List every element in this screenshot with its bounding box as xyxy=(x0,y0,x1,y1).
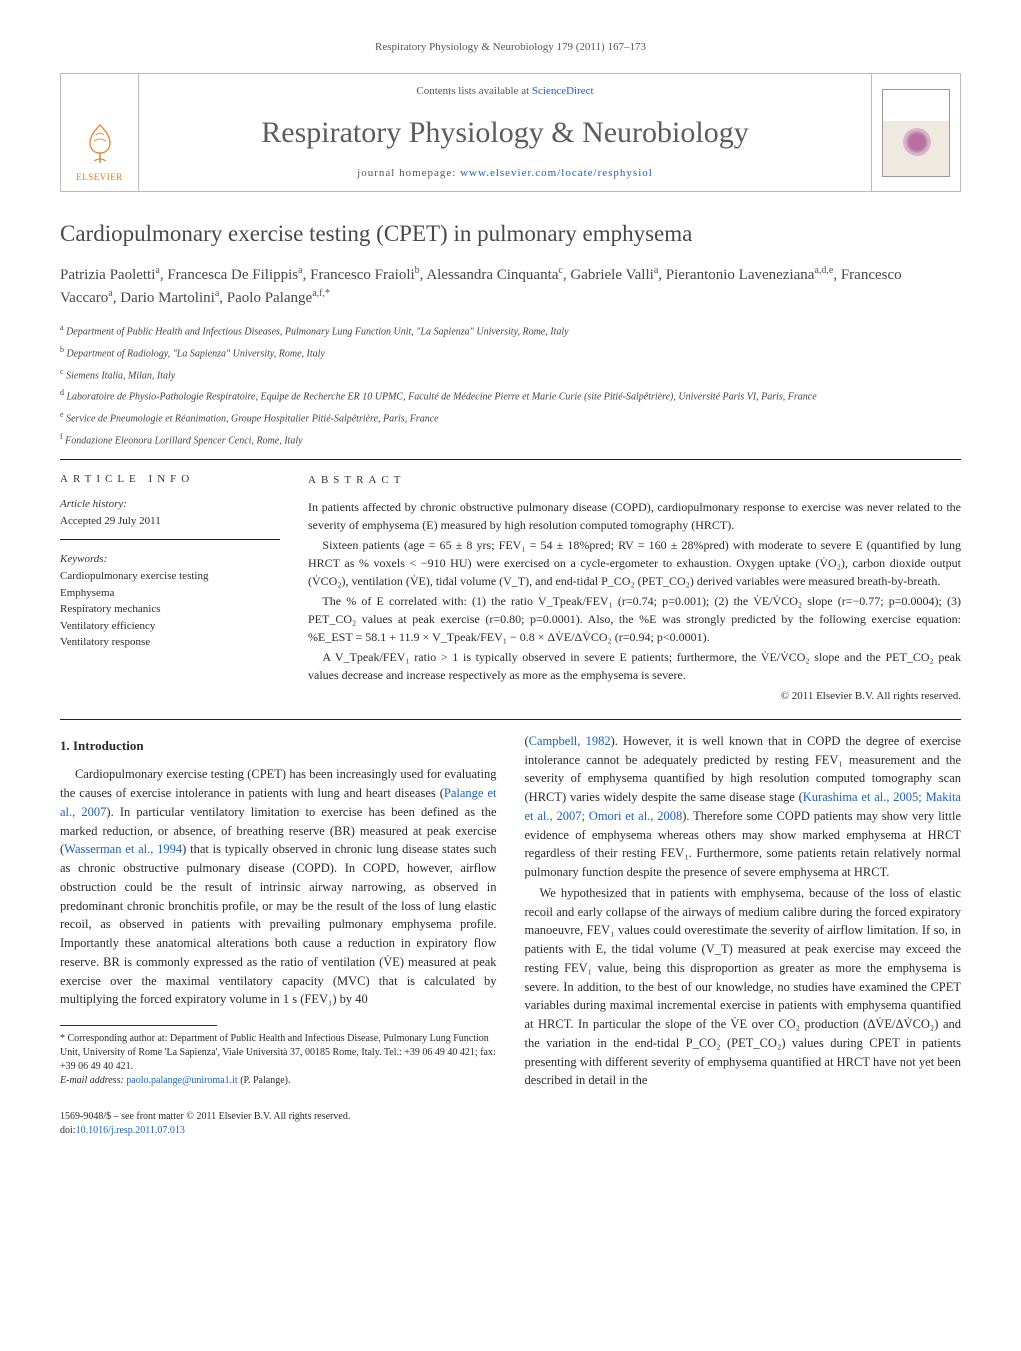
affiliation: c Siemens Italia, Milan, Italy xyxy=(60,366,961,384)
contents-available-line: Contents lists available at ScienceDirec… xyxy=(147,84,863,99)
keyword: Ventilatory efficiency xyxy=(60,618,280,635)
body-p1: Cardiopulmonary exercise testing (CPET) … xyxy=(60,765,497,1009)
email-line: E-mail address: paolo.palange@uniroma1.i… xyxy=(60,1074,497,1088)
journal-masthead: ELSEVIER Contents lists available at Sci… xyxy=(60,73,961,192)
keywords-label: Keywords: xyxy=(60,552,280,567)
article-info-col: article info Article history: Accepted 2… xyxy=(60,472,280,705)
history-accepted: Accepted 29 July 2011 xyxy=(60,514,280,529)
masthead-center: Contents lists available at ScienceDirec… xyxy=(139,74,872,191)
corresponding-author: * Corresponding author at: Department of… xyxy=(60,1032,497,1074)
elsevier-tree-icon xyxy=(76,119,124,167)
email-label: E-mail address: xyxy=(60,1075,126,1086)
article-title: Cardiopulmonary exercise testing (CPET) … xyxy=(60,220,961,249)
rule-bottom xyxy=(60,719,961,720)
keyword: Respiratory mechanics xyxy=(60,601,280,618)
keywords-block: Keywords: Cardiopulmonary exercise testi… xyxy=(60,552,280,661)
front-matter-line: 1569-9048/$ – see front matter © 2011 El… xyxy=(60,1110,350,1124)
cover-thumb-block xyxy=(872,74,960,191)
article-info-heading: article info xyxy=(60,472,280,487)
journal-title: Respiratory Physiology & Neurobiology xyxy=(147,112,863,154)
keyword: Cardiopulmonary exercise testing xyxy=(60,568,280,585)
body-p1-pre: Cardiopulmonary exercise testing (CPET) … xyxy=(60,767,497,800)
doi-link[interactable]: 10.1016/j.resp.2011.07.013 xyxy=(76,1125,185,1136)
info-abstract-row: article info Article history: Accepted 2… xyxy=(60,472,961,705)
citation-campbell-1982[interactable]: Campbell, 1982 xyxy=(529,734,611,748)
keywords-list: Cardiopulmonary exercise testingEmphysem… xyxy=(60,568,280,651)
author-email-link[interactable]: paolo.palange@uniroma1.it xyxy=(126,1075,237,1086)
abstract-p1: In patients affected by chronic obstruct… xyxy=(308,498,961,534)
citation-wasserman-1994[interactable]: Wasserman et al., 1994 xyxy=(64,842,182,856)
footer-left: 1569-9048/$ – see front matter © 2011 El… xyxy=(60,1110,350,1138)
running-head: Respiratory Physiology & Neurobiology 17… xyxy=(60,40,961,55)
page: Respiratory Physiology & Neurobiology 17… xyxy=(0,0,1021,1178)
history-label: Article history: xyxy=(60,497,280,512)
homepage-prefix: journal homepage: xyxy=(357,167,460,179)
sciencedirect-link[interactable]: ScienceDirect xyxy=(532,85,594,97)
body-col2-p1: (Campbell, 1982). However, it is well kn… xyxy=(525,732,962,882)
section-1-heading: 1. Introduction xyxy=(60,736,497,756)
abstract-col: abstract In patients affected by chronic… xyxy=(308,472,961,705)
abstract-p4: A V_Tpeak/FEV₁ ratio > 1 is typically ob… xyxy=(308,648,961,684)
publisher-block: ELSEVIER xyxy=(61,74,139,191)
affiliation: d Laboratoire de Physio-Pathologie Respi… xyxy=(60,387,961,405)
footnotes: * Corresponding author at: Department of… xyxy=(60,1032,497,1088)
body-columns: 1. Introduction Cardiopulmonary exercise… xyxy=(60,732,961,1092)
keyword: Ventilatory response xyxy=(60,634,280,651)
author-list: Patrizia Paolettia, Francesca De Filippi… xyxy=(60,263,961,310)
abstract-p2: Sixteen patients (age = 65 ± 8 yrs; FEV₁… xyxy=(308,536,961,590)
journal-cover-icon xyxy=(882,89,950,177)
body-p2: We hypothesized that in patients with em… xyxy=(525,884,962,1090)
abstract-heading: abstract xyxy=(308,472,961,489)
affiliation: f Fondazione Eleonora Lorillard Spencer … xyxy=(60,431,961,449)
affiliation: b Department of Radiology, "La Sapienza"… xyxy=(60,344,961,362)
history-block: Article history: Accepted 29 July 2011 xyxy=(60,497,280,540)
doi-line: doi:10.1016/j.resp.2011.07.013 xyxy=(60,1124,350,1138)
affiliation: a Department of Public Health and Infect… xyxy=(60,322,961,340)
body-p1-post: ) that is typically observed in chronic … xyxy=(60,842,497,1006)
abstract-p3: The % of E correlated with: (1) the rati… xyxy=(308,592,961,646)
publisher-label: ELSEVIER xyxy=(76,171,123,184)
affiliation-list: a Department of Public Health and Infect… xyxy=(60,322,961,449)
page-footer: 1569-9048/$ – see front matter © 2011 El… xyxy=(60,1110,961,1138)
rule-top xyxy=(60,459,961,460)
affiliation: e Service de Pneumologie et Réanimation,… xyxy=(60,409,961,427)
footnote-rule xyxy=(60,1025,217,1026)
journal-homepage-link[interactable]: www.elsevier.com/locate/resphysiol xyxy=(460,167,653,179)
keyword: Emphysema xyxy=(60,585,280,602)
email-suffix: (P. Palange). xyxy=(238,1075,291,1086)
abstract-copyright: © 2011 Elsevier B.V. All rights reserved… xyxy=(308,688,961,705)
contents-prefix: Contents lists available at xyxy=(416,85,531,97)
journal-homepage-line: journal homepage: www.elsevier.com/locat… xyxy=(147,166,863,181)
doi-prefix: doi: xyxy=(60,1125,76,1136)
